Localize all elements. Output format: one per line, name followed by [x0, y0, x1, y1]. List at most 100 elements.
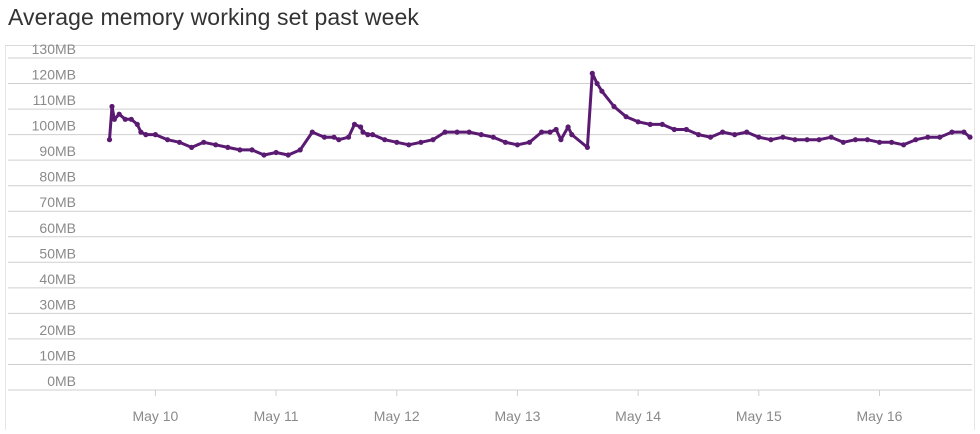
data-point: [967, 134, 973, 140]
data-point: [925, 134, 931, 140]
data-point: [365, 132, 371, 138]
data-point: [683, 126, 690, 133]
data-point: [768, 137, 774, 143]
data-point: [864, 137, 871, 143]
data-point: [547, 129, 553, 135]
x-tick-label: May 11: [254, 408, 299, 424]
data-point: [599, 88, 605, 94]
y-axis-ticks: 0MB 10MB 20MB 30MB 40MB 50MB 60MB 70MB 80MB 90MB 1…: [32, 41, 76, 389]
data-point: [901, 142, 907, 148]
x-tick-label: May 15: [736, 408, 782, 424]
data-point: [406, 142, 412, 148]
data-point: [553, 126, 559, 133]
y-tick-label: 20MB: [39, 322, 76, 338]
data-point: [297, 147, 303, 153]
data-point: [358, 124, 364, 130]
chart-panel: [5, 45, 975, 430]
data-point: [106, 137, 113, 143]
data-point: [394, 139, 400, 145]
y-tick-label: 30MB: [39, 296, 76, 312]
data-point: [134, 121, 140, 127]
y-tick-label: 80MB: [39, 169, 76, 185]
data-point: [526, 139, 533, 145]
series-layer: [106, 70, 973, 158]
data-point: [558, 137, 564, 143]
data-point: [466, 129, 472, 135]
x-axis-tick-marks: [154, 390, 880, 396]
data-point: [309, 129, 315, 135]
y-tick-label: 90MB: [39, 143, 76, 159]
data-point: [792, 137, 798, 143]
x-tick-label: May 14: [615, 408, 661, 424]
data-point: [949, 129, 955, 135]
data-point: [225, 144, 231, 150]
data-point: [937, 134, 943, 140]
data-point: [589, 70, 595, 76]
data-point: [816, 137, 822, 143]
data-point: [442, 129, 448, 135]
data-point: [143, 132, 149, 138]
data-point: [647, 121, 653, 127]
data-point: [889, 139, 895, 145]
y-tick-label: 0MB: [47, 373, 76, 389]
data-point: [321, 134, 327, 140]
data-point: [852, 137, 859, 143]
data-point: [336, 137, 342, 143]
y-tick-label: 110MB: [33, 92, 76, 108]
y-tick-label: 60MB: [39, 220, 76, 236]
data-point: [961, 129, 967, 135]
data-point: [122, 116, 128, 122]
data-point: [514, 142, 521, 148]
data-point: [285, 152, 291, 158]
y-tick-label: 10MB: [39, 347, 76, 363]
data-point: [360, 129, 366, 135]
data-point: [273, 149, 279, 156]
data-point: [201, 139, 207, 145]
data-point: [164, 137, 171, 143]
grid-lines: [8, 57, 972, 391]
chart-title: Average memory working set past week: [8, 4, 419, 30]
x-tick-label: May 13: [494, 408, 540, 424]
data-point: [382, 137, 388, 143]
data-point: [418, 139, 424, 145]
data-point: [128, 116, 134, 122]
data-point: [138, 129, 144, 135]
data-point: [744, 129, 750, 135]
data-point: [569, 132, 575, 138]
data-point: [430, 137, 436, 143]
y-tick-label: 120MB: [32, 67, 76, 83]
y-tick-label: 50MB: [39, 245, 76, 261]
data-point: [351, 121, 358, 127]
y-tick-label: 100MB: [32, 118, 76, 134]
x-tick-label: May 12: [374, 408, 420, 424]
data-point: [876, 139, 883, 145]
data-point: [237, 147, 243, 153]
data-point: [109, 103, 115, 110]
data-point: [659, 121, 665, 127]
data-point: [611, 103, 617, 110]
data-point: [594, 80, 600, 87]
x-tick-label: May 10: [132, 408, 178, 424]
data-point: [152, 132, 158, 138]
data-point: [176, 139, 183, 145]
data-point: [732, 132, 738, 138]
data-point: [249, 147, 255, 153]
data-point: [331, 134, 337, 140]
y-tick-label: 130MB: [32, 41, 76, 57]
data-point: [454, 129, 460, 135]
data-point: [707, 134, 714, 140]
data-point: [804, 137, 810, 143]
y-tick-label: 40MB: [39, 271, 76, 287]
data-point: [478, 132, 484, 138]
data-point: [116, 111, 122, 117]
data-point: [490, 134, 496, 140]
x-axis-ticks: May 10 May 11 May 12 May 13 May 14 May 15 May …: [132, 408, 902, 424]
data-point: [345, 134, 352, 140]
data-point: [565, 124, 571, 130]
data-point: [756, 134, 762, 140]
data-point: [370, 132, 376, 138]
data-point: [213, 142, 219, 148]
data-point: [780, 134, 786, 140]
data-point: [539, 129, 545, 135]
